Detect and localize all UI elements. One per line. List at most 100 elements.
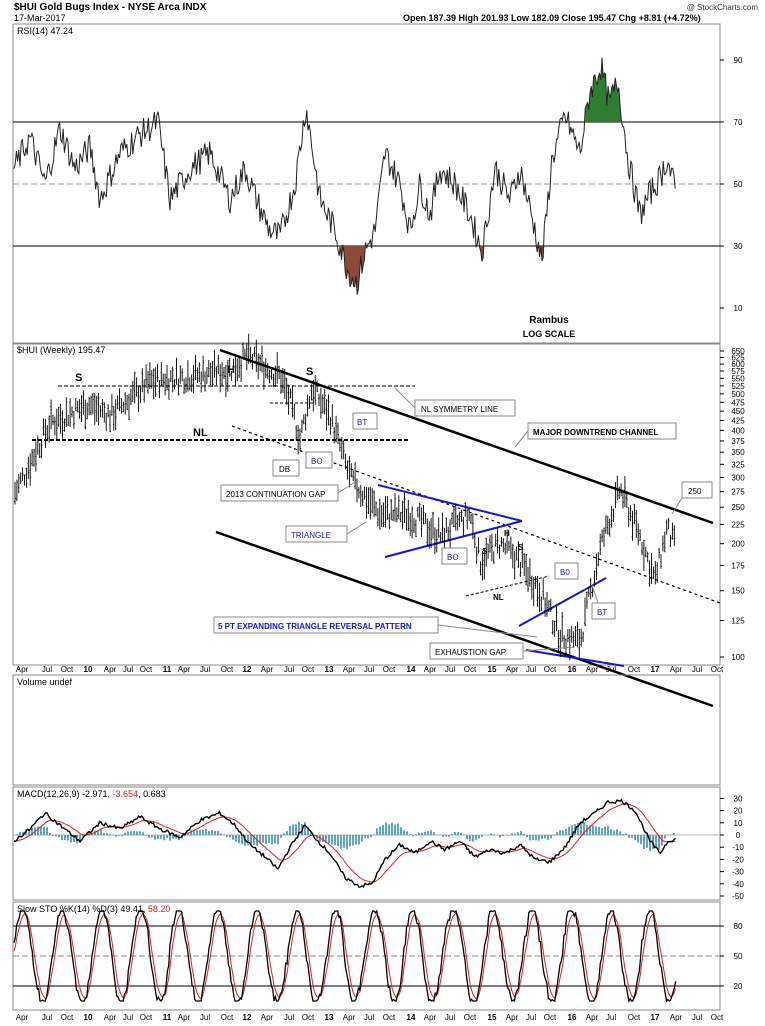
macd-hist-bar [457, 832, 459, 836]
price-bar [456, 514, 459, 531]
y-tick-label: 100 [731, 653, 745, 662]
price-bar [413, 518, 415, 534]
price-bar [224, 364, 227, 398]
price-bar [608, 518, 611, 537]
price-bar [618, 486, 621, 500]
macd-hist-bar [133, 831, 135, 836]
price-bar [625, 491, 628, 508]
price-bar [589, 577, 592, 600]
price-bar [29, 453, 32, 486]
macd-hist-bar [16, 834, 18, 836]
macd-hist-bar [325, 835, 327, 843]
macd-hist-bar [118, 835, 120, 836]
price-bar [517, 541, 520, 568]
price-bar [164, 373, 167, 396]
price-bar [530, 575, 533, 600]
x-tick-label: Oct [383, 1013, 396, 1022]
price-bar [128, 393, 130, 421]
price-bar [490, 533, 493, 562]
macd-hist-bar [508, 835, 510, 836]
price-bar [612, 508, 615, 523]
x-tick-label: 12 [243, 665, 252, 674]
expanding-text: 5 PT EXPANDING TRIANGLE REVERSAL PATTERN [218, 622, 412, 631]
price-bar [333, 427, 336, 444]
macd-hist-bar [664, 835, 666, 839]
macd-hist-bar [52, 835, 54, 836]
price-bar [86, 402, 89, 420]
price-bar [139, 385, 142, 403]
x-tick-label: Jul [123, 1013, 133, 1022]
price-bar [606, 515, 609, 535]
y-tick-label: -40 [732, 880, 744, 889]
macd-hist-bar [526, 835, 528, 838]
price-bar [177, 378, 180, 396]
price-bar [211, 361, 214, 387]
nl-symmetry-text: NL SYMMETRY LINE [421, 405, 498, 414]
price-bar [276, 352, 279, 384]
price-panel-frame [12, 342, 721, 666]
price-bar [631, 510, 634, 541]
macd-hist-bar [538, 835, 540, 841]
price-bar [623, 475, 626, 508]
macd-hist-bar [652, 835, 654, 849]
x-tick-label: Jul [42, 1013, 52, 1022]
macd-hist-bar [211, 830, 213, 836]
price-bar [656, 562, 659, 583]
macd-hist-bar [241, 835, 243, 845]
macd-hist-bar [472, 835, 474, 842]
macd-hist-bar [595, 826, 597, 836]
price-bar [14, 481, 16, 505]
channel-upper-line [219, 348, 714, 525]
price-bar [188, 377, 191, 391]
macd-hist-bar [109, 834, 111, 836]
price-bar [511, 543, 514, 569]
sto-d-value: 58.20 [148, 904, 171, 914]
price-bar [407, 499, 410, 531]
y-tick-label: 30 [734, 794, 743, 803]
macd-hist-bar [394, 824, 396, 836]
macd-hist-bar [622, 833, 624, 836]
db-text: DB [279, 465, 290, 474]
price-bar [221, 362, 224, 387]
price-bar [251, 353, 254, 370]
price-bar [361, 490, 364, 507]
price-bar [437, 517, 440, 538]
price-bar [67, 414, 70, 426]
price-bar [663, 531, 666, 553]
sto-tick-labels: 80 50 20 [720, 922, 743, 991]
price-bar [652, 566, 655, 579]
macd-hist-bar [493, 834, 495, 836]
x-tick-label: 13 [325, 665, 334, 674]
price-bar [76, 400, 79, 413]
y-tick-label: 375 [731, 437, 745, 446]
price-bar [498, 544, 501, 559]
price-bar [382, 502, 385, 528]
price-bar [264, 358, 267, 378]
price-bar [295, 425, 298, 440]
macd-hist-bar [22, 831, 24, 836]
price-bar [59, 403, 62, 434]
price-bar [321, 394, 324, 414]
price-bar [25, 467, 28, 488]
macd-hist-bar [667, 834, 669, 836]
price-bar [644, 546, 647, 558]
macd-hist-bar [412, 835, 414, 837]
tag-250-box [681, 481, 713, 499]
macd-hist-bar [226, 835, 228, 837]
price-bar [186, 360, 189, 392]
price-bar [107, 404, 110, 418]
price-bar [110, 393, 113, 416]
price-bar [310, 384, 313, 401]
x-tick-label: Jul [284, 1013, 294, 1022]
price-bar [584, 597, 586, 626]
macd-hist-bar [142, 832, 144, 836]
price-bar [509, 536, 512, 559]
price-bar [200, 371, 203, 393]
price-bar [308, 396, 311, 409]
price-bar [325, 399, 328, 431]
price-bar [367, 487, 370, 515]
x-tick-label: Jul [42, 665, 52, 674]
y-tick-label: 250 [731, 503, 745, 512]
price-bar [272, 373, 275, 388]
y-tick-label: 175 [731, 562, 745, 571]
